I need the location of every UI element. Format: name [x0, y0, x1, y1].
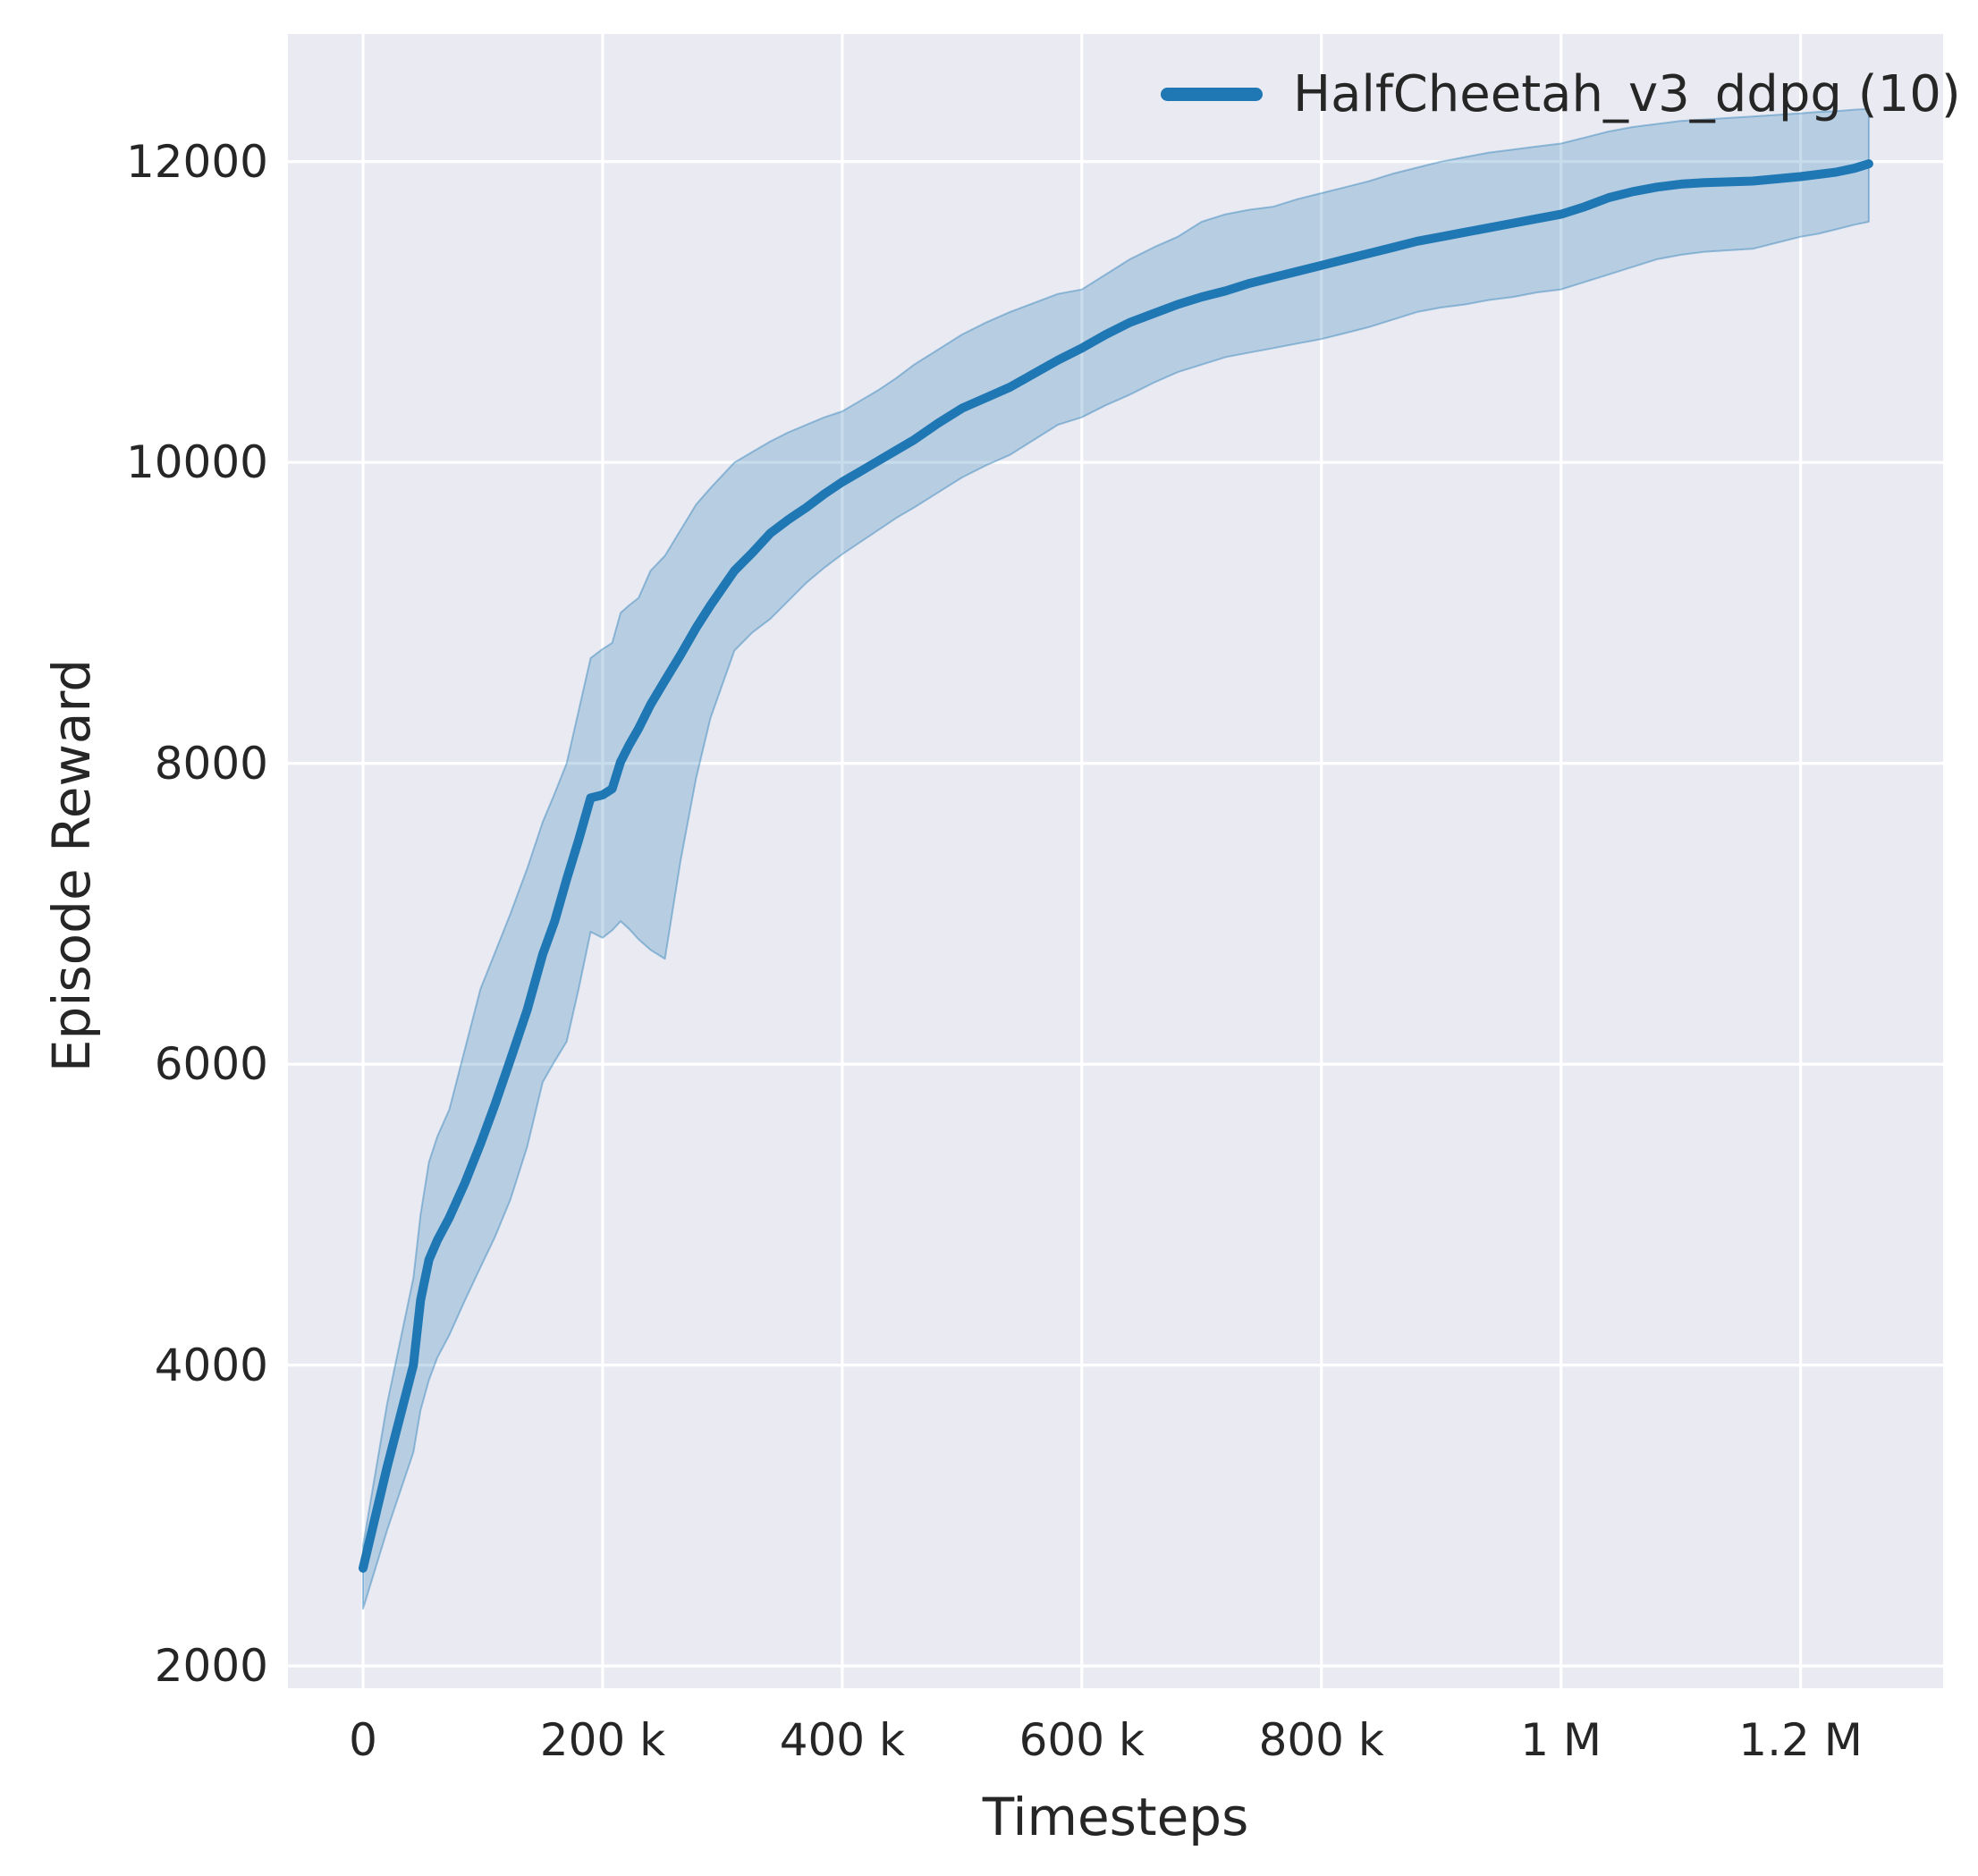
confidence-band	[362, 107, 1870, 1610]
chart-canvas	[288, 34, 1943, 1688]
x-tick-label: 1 M	[1520, 1714, 1602, 1766]
y-tick-label: 2000	[154, 1640, 268, 1693]
series-line	[359, 159, 1873, 1573]
y-tick-label: 10000	[125, 436, 268, 489]
x-axis-title: Timesteps	[982, 1787, 1249, 1847]
y-tick-label: 4000	[154, 1339, 268, 1391]
x-tick-label: 200 k	[539, 1714, 666, 1766]
plot-area	[288, 34, 1943, 1688]
legend: HalfCheetah_v3_ddpg (10)	[1161, 55, 1961, 132]
x-tick-label: 800 k	[1258, 1714, 1384, 1766]
x-tick-label: 400 k	[779, 1714, 905, 1766]
x-tick-label: 600 k	[1019, 1714, 1145, 1766]
y-tick-label: 8000	[154, 737, 268, 790]
legend-line-swatch	[1161, 87, 1263, 101]
legend-label: HalfCheetah_v3_ddpg (10)	[1293, 64, 1961, 123]
y-tick-label: 6000	[154, 1038, 268, 1091]
y-axis-title: Episode Reward	[41, 658, 102, 1073]
y-tick-label: 12000	[125, 135, 268, 188]
x-tick-label: 0	[349, 1714, 377, 1766]
x-tick-label: 1.2 M	[1738, 1714, 1863, 1766]
